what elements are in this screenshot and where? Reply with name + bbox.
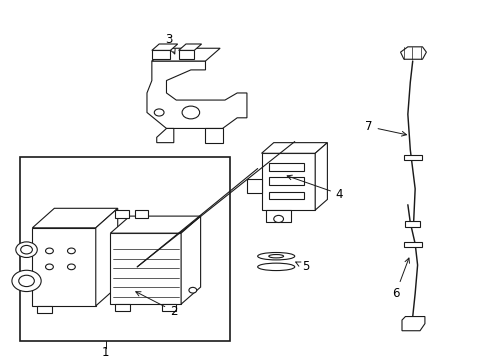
Bar xyxy=(268,163,303,171)
Bar xyxy=(32,228,96,306)
Text: 3: 3 xyxy=(165,33,175,54)
Bar xyxy=(403,242,421,247)
Polygon shape xyxy=(405,221,419,227)
Polygon shape xyxy=(152,44,177,50)
Bar xyxy=(135,210,148,218)
Text: 6: 6 xyxy=(391,258,408,300)
Polygon shape xyxy=(246,179,261,193)
Circle shape xyxy=(67,264,75,270)
Polygon shape xyxy=(152,48,220,61)
Text: 4: 4 xyxy=(286,175,343,201)
Bar xyxy=(115,210,129,218)
Circle shape xyxy=(12,270,41,292)
Text: 2: 2 xyxy=(136,292,177,318)
Polygon shape xyxy=(178,44,201,50)
Polygon shape xyxy=(400,47,426,59)
Bar xyxy=(178,50,194,59)
Polygon shape xyxy=(181,216,200,304)
Circle shape xyxy=(16,242,37,257)
Bar xyxy=(161,304,176,311)
Bar xyxy=(152,50,170,59)
Polygon shape xyxy=(315,143,327,210)
Polygon shape xyxy=(261,143,327,153)
Bar xyxy=(403,155,421,161)
Bar xyxy=(110,233,181,304)
Bar xyxy=(261,153,315,210)
Polygon shape xyxy=(401,316,424,331)
Circle shape xyxy=(45,248,53,254)
Polygon shape xyxy=(37,306,52,313)
Polygon shape xyxy=(96,208,118,306)
Bar xyxy=(268,177,303,185)
Polygon shape xyxy=(205,129,222,143)
Circle shape xyxy=(45,264,53,270)
Text: 7: 7 xyxy=(365,120,406,136)
Circle shape xyxy=(67,248,75,254)
Bar xyxy=(268,192,303,199)
Circle shape xyxy=(154,109,163,116)
Bar xyxy=(115,304,130,311)
Polygon shape xyxy=(32,208,118,228)
Circle shape xyxy=(188,287,196,293)
Text: 5: 5 xyxy=(295,260,308,273)
Polygon shape xyxy=(266,210,290,222)
Circle shape xyxy=(273,215,283,222)
Polygon shape xyxy=(157,129,173,143)
Polygon shape xyxy=(110,216,200,233)
Circle shape xyxy=(182,106,199,119)
Text: 1: 1 xyxy=(102,346,109,359)
Ellipse shape xyxy=(257,252,294,260)
Ellipse shape xyxy=(268,255,283,258)
Circle shape xyxy=(20,246,32,254)
Bar xyxy=(20,157,229,341)
Ellipse shape xyxy=(257,263,294,271)
Circle shape xyxy=(19,275,34,287)
Polygon shape xyxy=(147,61,246,129)
